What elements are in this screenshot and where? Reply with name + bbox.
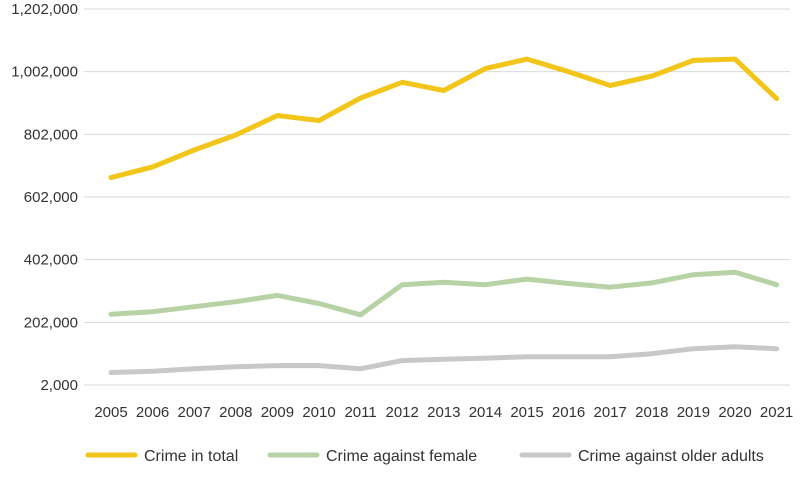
- x-tick-label: 2019: [677, 404, 710, 421]
- legend: Crime in total Crime against female Crime …: [85, 448, 764, 465]
- x-tick-label: 2012: [386, 404, 419, 421]
- y-tick-label: 402,000: [24, 252, 78, 269]
- y-tick-label: 2,000: [40, 377, 78, 394]
- legend-label-crime-against-older-adults: Crime against older adults: [578, 448, 764, 465]
- x-tick-label: 2009: [261, 404, 294, 421]
- y-axis-tick-labels: 2,000 202,000 402,000 602,000 802,000 1,002,0…: [11, 1, 78, 394]
- x-tick-label: 2014: [469, 404, 502, 421]
- gridlines: [84, 8, 790, 386]
- x-tick-label: 2016: [552, 404, 585, 421]
- y-tick-label: 602,000: [24, 189, 78, 206]
- x-tick-label: 2008: [219, 404, 252, 421]
- x-tick-label: 2021: [760, 404, 793, 421]
- legend-label-crime-in-total: Crime in total: [144, 448, 238, 465]
- x-axis-tick-labels: 2005 2006 2007 2008 2009 2010 2011 2012 2013 2014…: [94, 404, 793, 421]
- x-tick-label: 2010: [302, 404, 335, 421]
- x-tick-label: 2017: [594, 404, 627, 421]
- y-tick-label: 802,000: [24, 126, 78, 143]
- x-tick-label: 2015: [510, 404, 543, 421]
- x-tick-label: 2007: [178, 404, 211, 421]
- series-line-crime-against-female: [108, 269, 780, 318]
- y-tick-label: 1,002,000: [11, 64, 78, 81]
- x-tick-label: 2018: [635, 404, 668, 421]
- x-tick-label: 2013: [427, 404, 460, 421]
- legend-label-crime-against-female: Crime against female: [326, 448, 477, 465]
- series-lines: [108, 56, 780, 375]
- y-tick-label: 1,202,000: [11, 1, 78, 18]
- x-tick-label: 2011: [344, 404, 376, 421]
- x-tick-label: 2006: [136, 404, 169, 421]
- x-tick-label: 2020: [718, 404, 751, 421]
- y-tick-label: 202,000: [24, 314, 78, 331]
- series-line-crime-against-older-adults: [108, 344, 780, 375]
- x-tick-label: 2005: [94, 404, 127, 421]
- series-line-crime-in-total: [108, 56, 780, 181]
